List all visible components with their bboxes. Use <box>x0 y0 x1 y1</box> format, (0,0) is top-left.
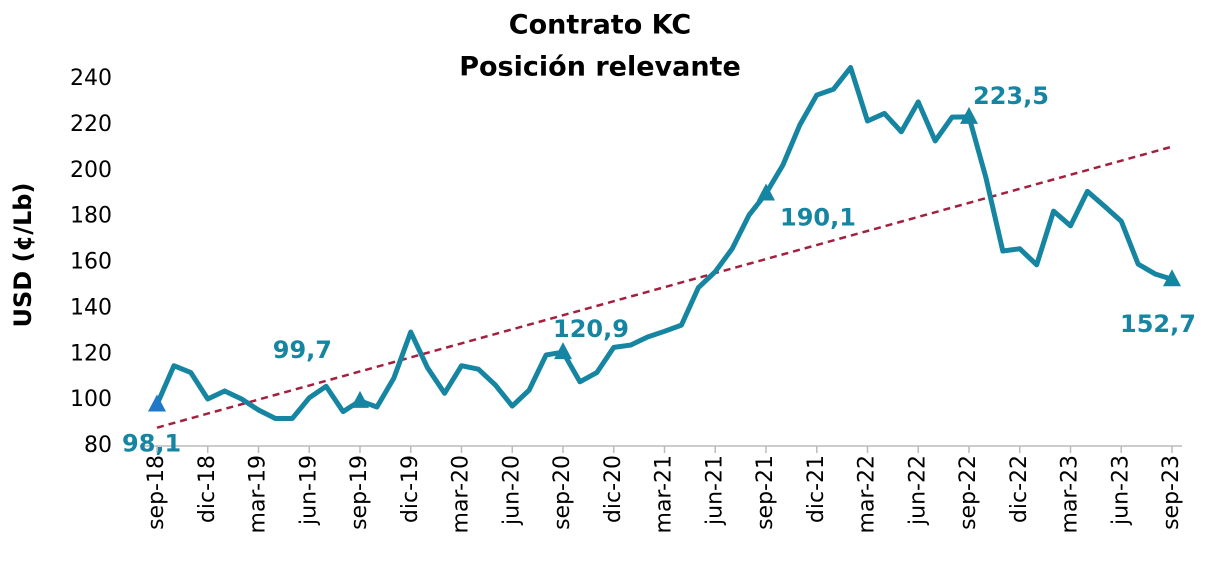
chart-subtitle: Posición relevante <box>459 52 741 83</box>
x-tick-label: dic-22 <box>1007 455 1032 523</box>
x-tick-label: sep-20 <box>550 455 575 530</box>
x-tick-label: jun-19 <box>296 455 321 526</box>
marker <box>960 106 978 124</box>
y-tick-label: 160 <box>70 250 112 275</box>
x-tick-label: sep-18 <box>144 455 169 530</box>
x-tick-label: dic-19 <box>398 455 423 523</box>
series-line <box>154 65 1173 421</box>
data-label: 152,7 <box>1120 310 1196 338</box>
chart-title: Contrato KC <box>509 10 691 41</box>
marker <box>757 183 775 201</box>
x-tick-label: mar-19 <box>246 455 271 533</box>
x-tick-label: jun-22 <box>905 455 930 526</box>
data-label: 99,7 <box>273 336 332 364</box>
marker <box>148 394 166 412</box>
x-tick-label: mar-22 <box>855 455 880 533</box>
x-tick-label: sep-22 <box>956 455 981 530</box>
marker <box>1163 269 1181 287</box>
y-tick-label: 200 <box>70 158 112 183</box>
x-tick-label: mar-23 <box>1058 455 1083 533</box>
y-tick-label: 100 <box>70 387 112 412</box>
data-label: 223,5 <box>973 82 1049 110</box>
x-tick-label: jun-21 <box>702 455 727 526</box>
y-axis-label: USD (¢/Lb) <box>9 183 37 328</box>
x-tick-label: mar-20 <box>449 455 474 533</box>
marker <box>351 390 369 408</box>
x-tick-label: jun-23 <box>1108 455 1133 526</box>
y-tick-label: 240 <box>70 66 112 91</box>
x-tick-label: mar-21 <box>652 455 677 533</box>
trend-line <box>156 145 1173 429</box>
data-label: 98,1 <box>122 429 181 457</box>
data-label: 120,9 <box>553 315 629 343</box>
x-tick-label: jun-20 <box>499 455 524 526</box>
x-tick-label: dic-20 <box>601 455 626 523</box>
x-tick-label: dic-18 <box>195 455 220 523</box>
y-tick-label: 180 <box>70 204 112 229</box>
y-tick-label: 80 <box>84 433 112 458</box>
marker <box>554 342 572 360</box>
y-tick-label: 220 <box>70 112 112 137</box>
y-tick-label: 140 <box>70 295 112 320</box>
data-label: 190,1 <box>780 203 856 231</box>
x-tick-label: sep-21 <box>753 455 778 530</box>
y-tick-label: 120 <box>70 341 112 366</box>
x-tick-label: sep-23 <box>1159 455 1184 530</box>
x-tick-label: dic-21 <box>804 455 829 523</box>
x-tick-label: sep-19 <box>347 455 372 530</box>
